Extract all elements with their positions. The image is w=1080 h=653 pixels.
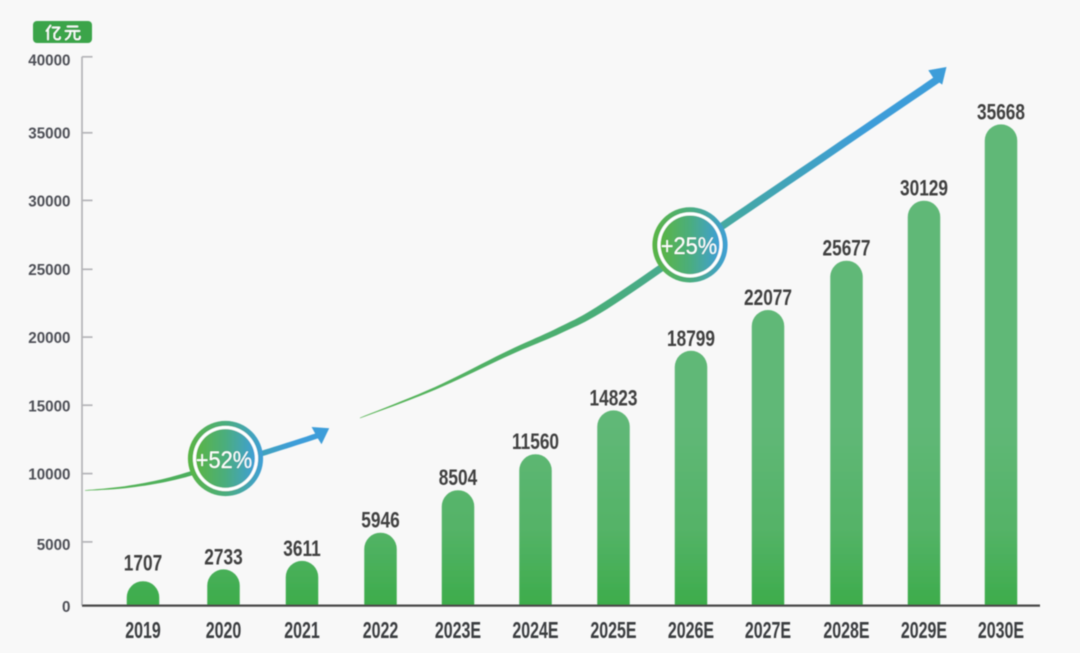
svg-text:11560: 11560	[512, 430, 559, 454]
svg-text:2027E: 2027E	[745, 618, 791, 644]
svg-text:0: 0	[62, 599, 71, 616]
svg-text:2028E: 2028E	[823, 618, 869, 644]
svg-text:2733: 2733	[204, 545, 242, 569]
svg-text:2020: 2020	[206, 618, 242, 644]
svg-text:5946: 5946	[361, 509, 399, 533]
svg-text:+25%: +25%	[661, 232, 717, 259]
svg-text:20000: 20000	[28, 330, 71, 347]
svg-text:3611: 3611	[283, 537, 320, 561]
svg-text:2022: 2022	[363, 618, 399, 644]
svg-text:2026E: 2026E	[668, 618, 714, 644]
svg-text:1707: 1707	[124, 551, 162, 575]
svg-text:25677: 25677	[822, 237, 870, 261]
svg-text:5000: 5000	[37, 536, 71, 553]
svg-text:2029E: 2029E	[901, 618, 947, 644]
svg-text:35000: 35000	[28, 125, 71, 142]
svg-text:25000: 25000	[28, 262, 71, 279]
svg-text:30129: 30129	[900, 177, 948, 201]
svg-text:2030E: 2030E	[978, 618, 1024, 644]
svg-text:+52%: +52%	[196, 446, 252, 473]
svg-text:2019: 2019	[125, 618, 161, 644]
svg-text:15000: 15000	[28, 398, 71, 415]
svg-text:30000: 30000	[28, 193, 71, 210]
svg-text:2023E: 2023E	[435, 618, 481, 644]
svg-text:40000: 40000	[28, 52, 71, 69]
svg-text:35668: 35668	[977, 100, 1025, 124]
svg-text:18799: 18799	[667, 327, 715, 351]
svg-text:22077: 22077	[744, 286, 792, 310]
svg-text:8504: 8504	[439, 466, 477, 490]
svg-text:14823: 14823	[589, 386, 637, 410]
svg-text:2021: 2021	[284, 618, 320, 644]
svg-text:2025E: 2025E	[590, 618, 636, 644]
svg-text:2024E: 2024E	[512, 618, 558, 644]
svg-text:10000: 10000	[28, 466, 71, 483]
